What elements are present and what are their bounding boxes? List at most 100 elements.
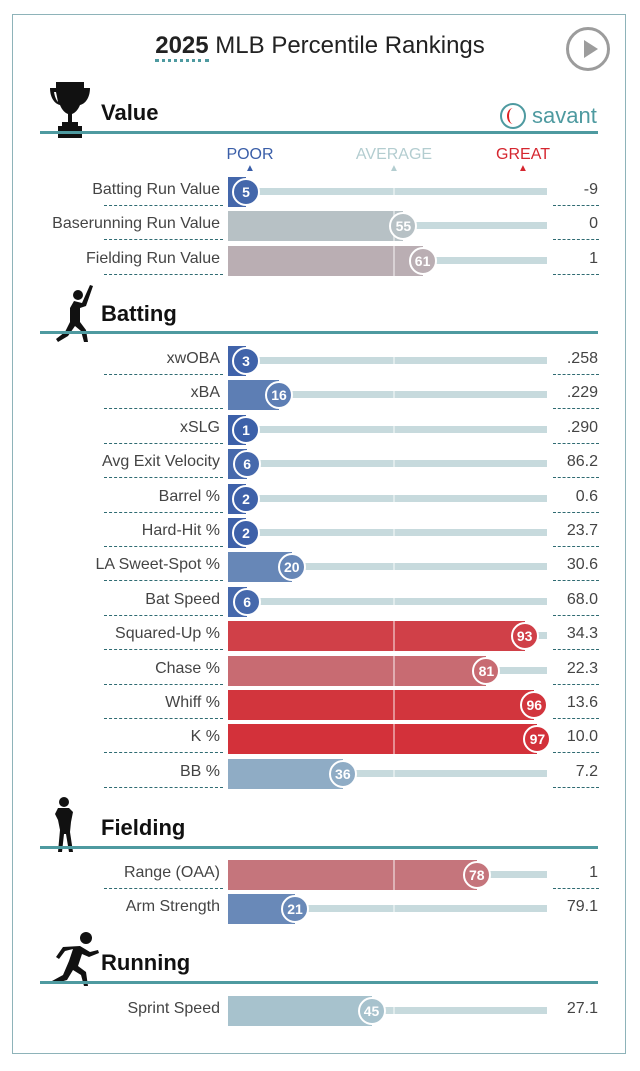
metric-row[interactable]: BB % 36 7.2 (0, 756, 640, 790)
percentile-track (228, 391, 547, 399)
metric-row[interactable]: Whiff % 96 13.6 (0, 687, 640, 721)
row-divider (553, 374, 599, 375)
metric-value: 34.3 (566, 625, 598, 643)
section-divider (40, 331, 598, 334)
metric-row[interactable]: Squared-Up % 93 34.3 (0, 618, 640, 652)
metric-value: 0.6 (575, 487, 598, 505)
metric-value: .229 (566, 384, 598, 402)
metric-row[interactable]: Barrel % 2 0.6 (0, 481, 640, 515)
row-divider (104, 786, 223, 788)
row-divider (104, 649, 223, 651)
metric-row[interactable]: Hard-Hit % 2 23.7 (0, 515, 640, 549)
percentile-bar (228, 724, 538, 755)
metric-row[interactable]: LA Sweet-Spot % 20 30.6 (0, 549, 640, 583)
percentile-badge: 61 (408, 246, 437, 275)
baseball-icon (500, 103, 526, 129)
row-divider (553, 649, 599, 651)
metric-row[interactable]: Fielding Run Value 61 1 (0, 243, 640, 277)
row-divider (553, 273, 599, 275)
average-marker (393, 414, 395, 445)
metric-row[interactable]: Baserunning Run Value 55 0 (0, 208, 640, 242)
percentile-badge: 55 (389, 212, 418, 241)
metric-label: xSLG (179, 418, 220, 436)
row-divider (104, 888, 223, 889)
section-divider (40, 846, 598, 849)
metric-value: 22.3 (566, 659, 598, 677)
percentile-bar (228, 211, 404, 242)
metric-value: 1 (589, 864, 598, 881)
metric-row[interactable]: Batting Run Value 5 -9 (0, 174, 640, 208)
metric-label: Range (OAA) (123, 864, 220, 881)
percentile-badge: 1 (232, 415, 260, 444)
row-divider (104, 273, 223, 275)
average-marker (393, 758, 395, 789)
metric-label: Squared-Up % (115, 625, 220, 643)
percentile-bar (228, 860, 477, 890)
section-divider (40, 131, 598, 134)
average-marker (393, 177, 395, 207)
average-marker (393, 894, 395, 925)
metric-label: Barrel % (158, 487, 220, 505)
metric-row[interactable]: Avg Exit Velocity 6 86.2 (0, 446, 640, 480)
metric-label: Fielding Run Value (85, 249, 220, 267)
metric-label: Hard-Hit % (141, 522, 220, 539)
section-divider (40, 981, 598, 984)
metric-row[interactable]: Sprint Speed 45 27.1 (0, 993, 640, 1027)
percentile-bar (228, 245, 423, 276)
average-marker (393, 586, 395, 617)
play-button[interactable] (566, 27, 610, 71)
metric-row[interactable]: xwOBA 3 .258 (0, 343, 640, 377)
percentile-badge: 81 (472, 656, 501, 685)
metric-label: xBA (190, 384, 220, 402)
percentile-badge: 20 (277, 553, 306, 582)
row-divider (104, 239, 223, 241)
percentile-track (228, 563, 547, 571)
metric-row[interactable]: Chase % 81 22.3 (0, 653, 640, 687)
scale-great: GREAT ▲ (496, 146, 550, 174)
row-divider (104, 408, 223, 410)
percentile-bar (228, 621, 525, 652)
row-divider (104, 752, 223, 754)
metric-row[interactable]: xBA 16 .229 (0, 377, 640, 411)
metric-value: -9 (583, 181, 598, 198)
metric-row[interactable]: K % 97 10.0 (0, 721, 640, 755)
row-divider (104, 205, 223, 206)
average-marker (393, 346, 395, 376)
row-divider (553, 511, 599, 513)
row-divider (553, 546, 599, 547)
title-text: MLB Percentile Rankings (215, 32, 485, 59)
metric-value: 10.0 (566, 728, 598, 746)
percentile-bar (228, 758, 343, 789)
metric-value: 0 (589, 215, 598, 233)
metric-label: Bat Speed (145, 590, 220, 608)
row-divider (553, 477, 599, 479)
savant-logo[interactable]: savant (500, 101, 597, 131)
batter-icon (48, 281, 96, 350)
metric-label: K % (190, 728, 220, 746)
percentile-badge: 5 (232, 178, 260, 206)
metric-row[interactable]: Range (OAA) 78 1 (0, 857, 640, 891)
metric-row[interactable]: Bat Speed 6 68.0 (0, 584, 640, 618)
percentile-track (228, 460, 547, 468)
runner-icon (48, 930, 102, 993)
row-divider (553, 408, 599, 410)
average-marker (393, 449, 395, 480)
scale-great-label: GREAT (496, 146, 550, 163)
percentile-badge: 97 (523, 725, 552, 754)
metric-row[interactable]: xSLG 1 .290 (0, 412, 640, 446)
average-marker (393, 483, 395, 514)
average-marker (393, 724, 395, 755)
percentile-badge: 16 (265, 381, 294, 410)
metric-row[interactable]: Arm Strength 21 79.1 (0, 891, 640, 925)
trophy-icon (48, 80, 92, 145)
percentile-bar (228, 690, 535, 720)
metric-value: .258 (566, 350, 598, 367)
row-divider (104, 477, 223, 479)
average-marker (393, 996, 395, 1026)
metric-label: BB % (179, 762, 220, 780)
savant-brand: savant (532, 103, 597, 128)
percentile-track (228, 188, 547, 195)
percentile-track (228, 529, 547, 536)
scale-average-label: AVERAGE (355, 146, 433, 163)
metric-label: Sprint Speed (127, 1000, 220, 1017)
